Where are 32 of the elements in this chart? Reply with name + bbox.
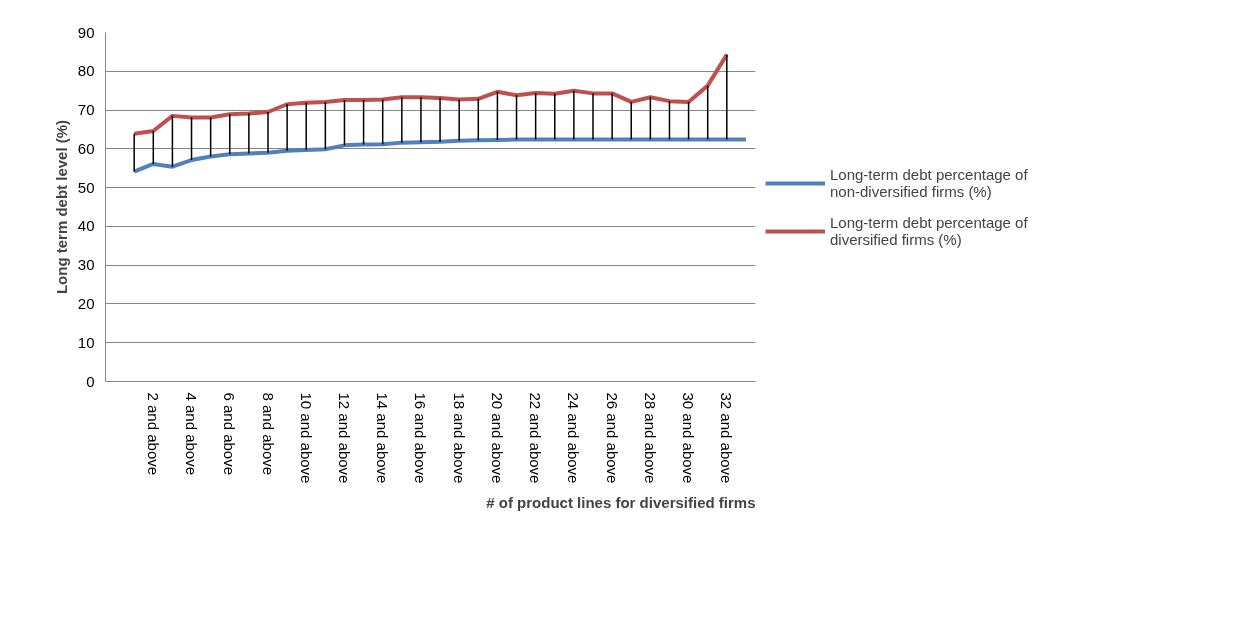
x-tick-label: 32 and above bbox=[718, 392, 736, 484]
y-tick-label: 20 bbox=[77, 294, 95, 312]
legend-label: Long-term debt percentage of diversified firms (%) bbox=[830, 213, 1028, 248]
y-tick-label: 30 bbox=[77, 256, 95, 274]
x-tick-label: 6 and above bbox=[221, 392, 239, 476]
x-tick-label: 4 and above bbox=[183, 392, 201, 476]
x-tick-label: 22 and above bbox=[527, 392, 545, 484]
x-tick-label: 12 and above bbox=[335, 392, 353, 484]
x-tick-label: 26 and above bbox=[603, 392, 621, 484]
x-tick-label: 16 and above bbox=[412, 392, 430, 484]
y-tick-label: 80 bbox=[77, 62, 95, 80]
y-tick-label: 60 bbox=[77, 139, 95, 157]
y-axis-title: Long term debt level (%) bbox=[52, 119, 70, 295]
x-tick-label: 2 and above bbox=[144, 392, 162, 476]
x-tick-label: 10 and above bbox=[297, 392, 315, 484]
y-tick-label: 10 bbox=[77, 333, 95, 351]
legend-label: Long-term debt percentage of non-diversified firms (%) bbox=[830, 165, 1028, 200]
x-tick-label: 8 and above bbox=[259, 392, 277, 476]
x-tick-label: 30 and above bbox=[680, 392, 698, 484]
x-tick-label: 20 and above bbox=[488, 392, 506, 484]
x-axis-title: # of product lines for diversified firms bbox=[486, 493, 756, 511]
y-tick-label: 70 bbox=[77, 101, 95, 119]
x-tick-label: 18 and above bbox=[450, 392, 468, 484]
y-tick-label: 90 bbox=[77, 23, 95, 41]
y-tick-label: 40 bbox=[77, 217, 95, 235]
x-tick-label: 24 and above bbox=[565, 392, 583, 484]
x-tick-label: 14 and above bbox=[374, 392, 392, 484]
line-series bbox=[132, 137, 748, 174]
y-tick-label: 50 bbox=[77, 178, 95, 196]
y-tick-label: 0 bbox=[86, 372, 95, 390]
x-tick-label: 28 and above bbox=[641, 392, 659, 484]
line-series bbox=[132, 52, 729, 136]
